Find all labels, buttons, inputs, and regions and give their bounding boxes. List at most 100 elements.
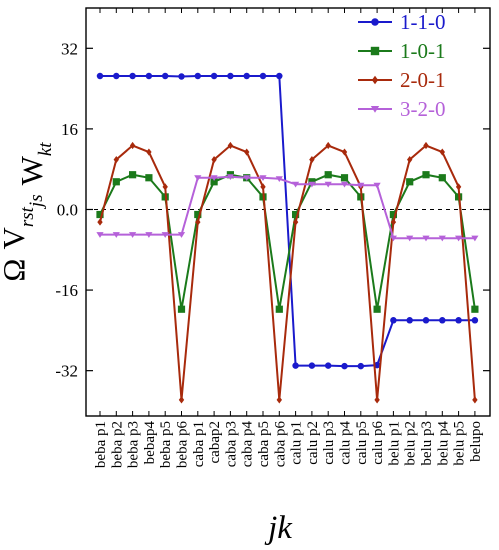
data-point — [389, 210, 397, 219]
data-point — [113, 156, 119, 164]
legend-item-1: 1-1-0 — [358, 10, 446, 34]
data-point — [324, 362, 332, 369]
x-tick-label: caba p4 — [240, 421, 256, 468]
data-point — [96, 72, 104, 80]
data-point — [438, 235, 446, 242]
legend-label: 2-0-1 — [400, 68, 446, 92]
legend: 1-1-0 1-0-1 2-0-1 3-2-0 — [358, 10, 446, 121]
data-point — [308, 362, 316, 369]
data-point — [275, 176, 283, 182]
data-point — [292, 181, 300, 188]
x-tick-label: calu p1 — [289, 421, 305, 465]
data-point — [178, 73, 185, 80]
data-point — [145, 232, 153, 238]
legend-item-3: 2-0-1 — [358, 68, 446, 92]
y-tick-label: 32 — [61, 39, 78, 58]
data-point — [373, 182, 381, 189]
y-tick-label: 16 — [61, 120, 78, 139]
data-point — [243, 72, 250, 80]
data-point — [96, 210, 104, 219]
legend-marker — [371, 75, 379, 85]
legend-marker — [370, 46, 380, 56]
y-tick-label: 0.0 — [57, 200, 78, 219]
data-point — [422, 171, 430, 179]
data-point — [455, 183, 462, 191]
x-tick-label: belu p4 — [435, 421, 451, 466]
series-3 — [97, 141, 478, 404]
x-tick-label: belu p5 — [452, 421, 468, 466]
data-point — [276, 396, 282, 404]
data-point — [357, 362, 365, 370]
data-point — [227, 72, 234, 80]
x-tick-label: belupo — [468, 421, 484, 462]
data-point — [292, 210, 300, 219]
x-tick-label: belu p1 — [386, 421, 402, 466]
data-point — [373, 305, 381, 313]
data-point — [324, 171, 332, 179]
x-tick-label: cabap2 — [207, 421, 223, 463]
data-point — [210, 175, 218, 181]
data-point — [195, 218, 201, 226]
data-point — [276, 72, 283, 80]
data-point — [471, 317, 479, 324]
legend-item-2: 1-0-1 — [358, 39, 446, 63]
x-tick-label: beba p6 — [175, 421, 191, 469]
data-point — [211, 156, 217, 164]
data-point — [129, 171, 137, 179]
data-point — [292, 218, 299, 226]
data-point — [145, 72, 153, 80]
legend-label: 3-2-0 — [400, 97, 446, 121]
data-point — [325, 141, 331, 150]
data-point — [97, 218, 103, 226]
data-point — [324, 181, 332, 188]
data-point — [177, 232, 186, 238]
data-point — [455, 235, 463, 242]
data-point — [259, 72, 267, 80]
data-point — [129, 72, 136, 80]
data-point — [226, 174, 234, 180]
x-tick-label: calu p3 — [321, 421, 337, 465]
x-tick-label: caba p3 — [223, 421, 239, 467]
data-point — [227, 141, 234, 150]
data-point — [210, 72, 218, 80]
data-point — [308, 181, 316, 188]
data-point — [244, 148, 250, 156]
y-tick-label: -32 — [55, 362, 78, 381]
data-point — [129, 141, 136, 150]
data-point — [357, 182, 365, 189]
data-point — [194, 72, 202, 80]
data-point — [439, 148, 445, 156]
data-point — [455, 317, 462, 324]
x-tick-label: calu p2 — [305, 421, 321, 465]
x-tick-label: belu p2 — [403, 421, 419, 466]
data-point — [113, 72, 120, 80]
data-point — [162, 183, 168, 191]
legend-label: 1-0-1 — [400, 39, 446, 63]
x-tick-label: calu p5 — [354, 421, 370, 465]
data-point — [472, 396, 478, 404]
x-tick-label: bebap4 — [142, 421, 158, 465]
data-point — [341, 362, 348, 370]
data-point — [389, 235, 397, 242]
x-tick-label: beba p1 — [93, 421, 109, 468]
data-point — [177, 305, 186, 313]
x-tick-label: caba p6 — [272, 421, 288, 468]
data-point — [145, 174, 153, 182]
x-tick-label: beba p3 — [126, 421, 142, 468]
data-point — [471, 235, 479, 242]
x-tick-label: beba p5 — [158, 421, 174, 468]
data-point — [406, 317, 413, 324]
x-axis: beba p1 beba p2 beba p3 bebap4 beba p5 beba p… — [93, 8, 484, 468]
y-tick-label: -16 — [55, 281, 78, 300]
series-line — [99, 144, 476, 400]
series-1 — [96, 72, 479, 370]
data-point — [309, 156, 315, 164]
plot-frame — [85, 7, 491, 417]
data-point — [96, 232, 104, 238]
legend-item-4: 3-2-0 — [358, 97, 446, 121]
data-point — [146, 148, 152, 156]
x-tick-label: beba p2 — [109, 421, 125, 468]
data-point — [292, 362, 299, 369]
series-4 — [96, 174, 479, 242]
